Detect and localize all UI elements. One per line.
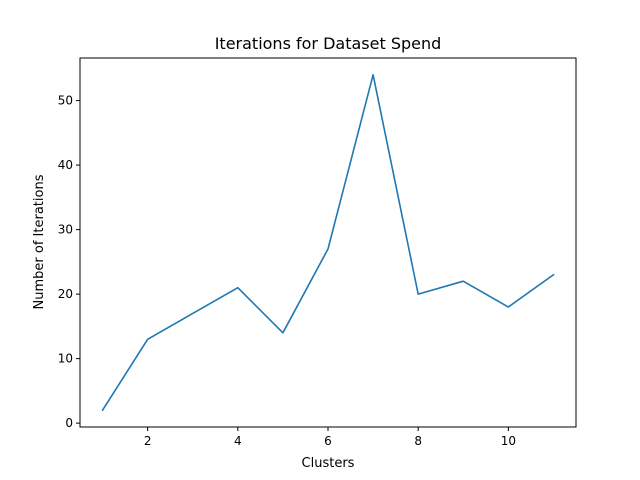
series-line [101,73,555,412]
y-tick-label: 50 [58,94,73,108]
chart-title: Iterations for Dataset Spend [215,34,442,53]
x-tick-label: 2 [144,434,152,448]
y-axis-label: Number of Iterations [32,174,47,309]
y-tick-label: 40 [58,158,73,172]
y-tick-label: 20 [58,287,73,301]
y-axis-ticks: 0 10 20 30 40 50 [58,94,80,430]
y-tick-label: 10 [58,352,73,366]
y-tick-label: 0 [65,416,73,430]
plot-frame [79,57,577,428]
x-tick-label: 8 [414,434,422,448]
y-tick-label: 30 [58,223,73,237]
x-axis-ticks: 2 4 6 8 10 [144,427,516,448]
x-axis-label: Clusters [302,456,355,471]
x-tick-label: 6 [324,434,332,448]
plot-area [101,73,555,412]
x-tick-label: 10 [501,434,516,448]
x-tick-label: 4 [234,434,242,448]
